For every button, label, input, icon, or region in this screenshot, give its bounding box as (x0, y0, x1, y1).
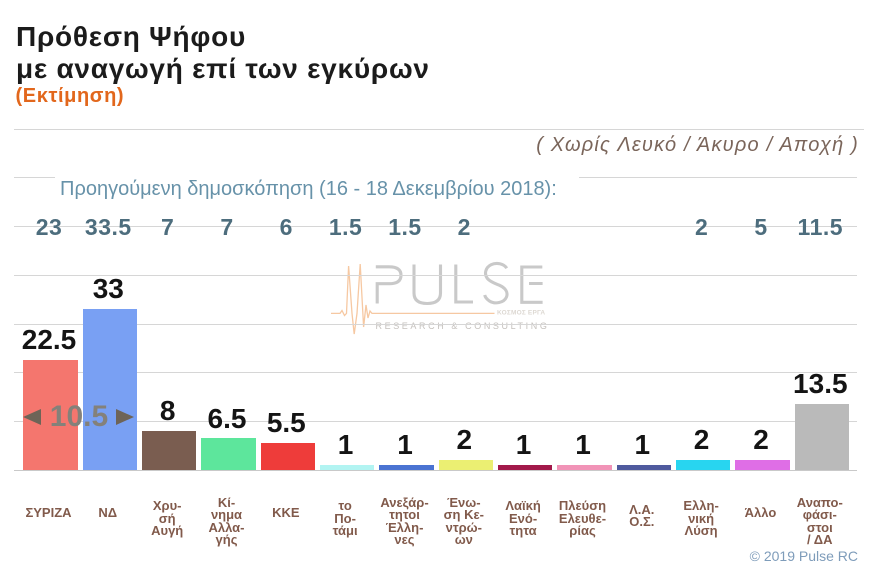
svg-text:ΚΟΣΜΟΣ ΕΡΓΑ: ΚΟΣΜΟΣ ΕΡΓΑ (497, 310, 545, 317)
svg-text:RESEARCH & CONSULTING: RESEARCH & CONSULTING (376, 321, 550, 331)
